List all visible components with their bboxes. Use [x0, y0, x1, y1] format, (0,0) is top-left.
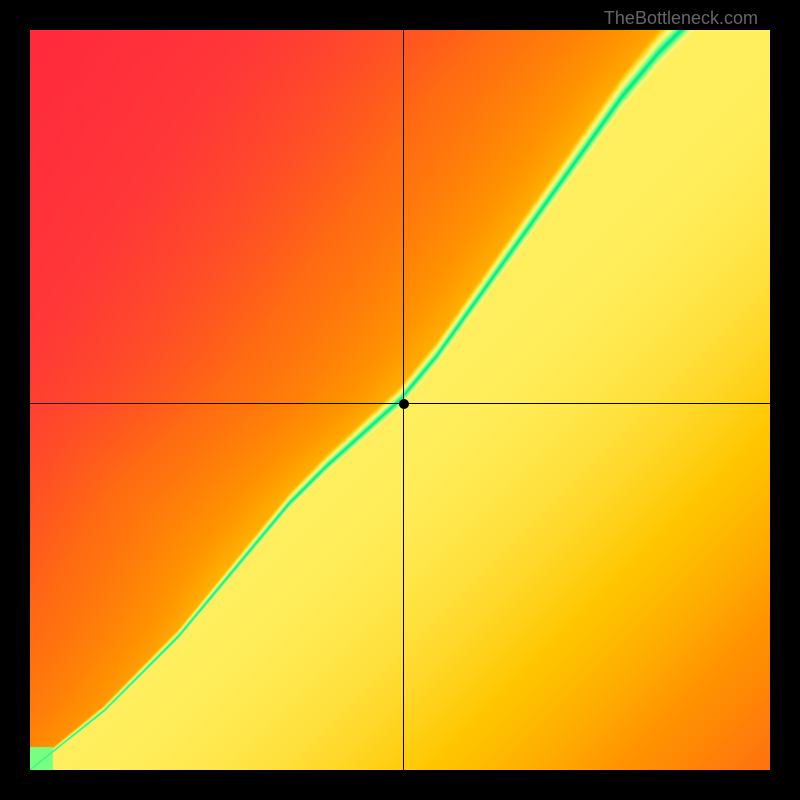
watermark-text: TheBottleneck.com — [604, 8, 758, 29]
chart-container: TheBottleneck.com — [0, 0, 800, 800]
marker-dot — [399, 399, 409, 409]
plot-area — [30, 30, 770, 770]
